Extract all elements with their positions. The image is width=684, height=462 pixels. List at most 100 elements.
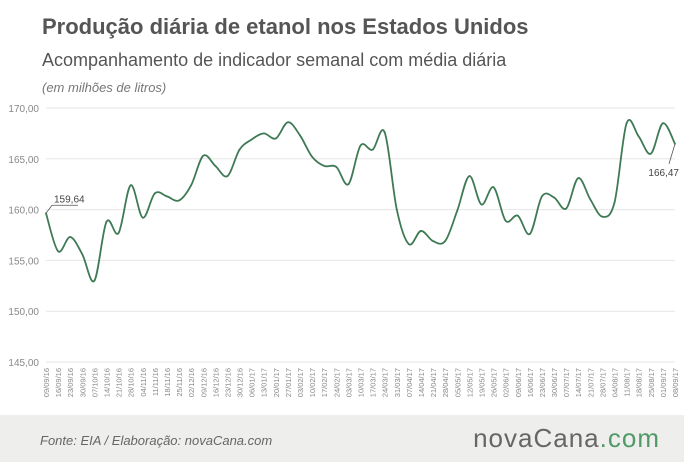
annotation-leader — [45, 205, 53, 214]
logo-suffix: com — [607, 423, 660, 453]
data-point — [274, 137, 277, 140]
x-tick-label: 27/01/17 — [284, 368, 293, 397]
unit-label: (em milhões de litros) — [42, 80, 167, 95]
x-tick-label: 25/11/16 — [175, 368, 184, 397]
data-point — [565, 207, 568, 210]
x-tick-label: 23/06/17 — [538, 368, 547, 397]
data-point — [226, 175, 229, 177]
data-point — [516, 214, 519, 217]
x-tick-label: 21/10/16 — [115, 368, 124, 397]
x-tick-label: 05/05/17 — [453, 368, 462, 397]
data-point — [662, 122, 664, 125]
data-point — [117, 232, 120, 234]
data-point — [214, 165, 217, 167]
x-tick-label: 17/03/17 — [369, 368, 378, 397]
data-point — [250, 138, 253, 141]
x-tick-label: 24/02/17 — [332, 368, 341, 397]
y-tick-label: 165,00 — [8, 155, 39, 166]
x-tick-label: 17/02/17 — [320, 368, 329, 397]
data-point — [299, 134, 301, 137]
data-label-start: 159,64 — [54, 194, 85, 205]
data-point — [153, 192, 156, 195]
x-tick-label: 07/07/17 — [562, 368, 571, 397]
data-point — [577, 177, 580, 180]
x-tick-label: 09/09/16 — [42, 368, 51, 397]
series-line — [45, 119, 676, 283]
data-point — [432, 240, 434, 242]
data-point — [178, 199, 180, 202]
data-label-end: 166,47 — [648, 168, 679, 179]
x-tick-label: 14/04/17 — [417, 368, 426, 397]
y-tick-label: 150,00 — [8, 307, 39, 318]
data-point — [359, 144, 362, 147]
x-tick-label: 04/11/16 — [139, 368, 148, 397]
x-tick-label: 14/07/17 — [574, 368, 583, 397]
data-point — [456, 209, 459, 212]
annotation-leader — [668, 143, 676, 164]
x-tick-label: 25/08/17 — [647, 368, 656, 397]
data-point — [468, 175, 471, 177]
x-tick-label: 11/08/17 — [623, 368, 632, 397]
x-tick-label: 02/12/16 — [187, 368, 196, 397]
data-point — [420, 230, 422, 232]
line-chart: 145,00 150,00 155,00 160,00 165,00 170,00 09/0… — [8, 104, 680, 397]
x-tick-label: 26/05/17 — [490, 368, 499, 397]
data-point — [480, 203, 483, 206]
x-tick-label: 21/07/17 — [586, 368, 595, 397]
x-tick-label: 06/01/17 — [248, 368, 257, 397]
x-tick-label: 16/12/16 — [211, 368, 220, 397]
x-tick-label: 03/03/17 — [344, 368, 353, 397]
x-tick-label: 31/03/17 — [393, 368, 402, 397]
novacana-logo: novaCana.com — [473, 423, 660, 454]
x-tick-label: 16/09/16 — [54, 368, 63, 397]
x-tick-label: 28/07/17 — [598, 368, 607, 397]
x-tick-label: 14/10/16 — [102, 368, 111, 397]
x-tick-label: 13/01/17 — [260, 368, 269, 397]
logo-prefix: nova — [473, 423, 534, 453]
source-note: Fonte: EIA / Elaboração: novaCana.com — [40, 433, 273, 448]
logo-main: Cana — [533, 423, 600, 453]
y-tick-label: 160,00 — [8, 206, 39, 217]
data-point — [625, 122, 628, 125]
data-point — [105, 220, 108, 223]
x-tick-label: 03/02/17 — [296, 368, 305, 397]
data-point — [287, 121, 289, 124]
data-point — [637, 135, 640, 138]
chart-title: Produção diária de etanol nos Estados Un… — [42, 14, 529, 39]
data-point — [407, 243, 410, 246]
data-point — [81, 253, 84, 256]
data-point — [649, 152, 652, 155]
x-tick-label: 02/06/17 — [502, 368, 511, 397]
x-tick-label: 10/02/17 — [308, 368, 317, 397]
x-tick-label: 11/11/16 — [151, 368, 160, 396]
x-tick-label: 07/10/16 — [90, 368, 99, 397]
y-tick-label: 155,00 — [8, 256, 39, 267]
x-tick-label: 16/06/17 — [526, 368, 535, 397]
x-tick-label: 20/01/17 — [272, 368, 281, 397]
data-point — [601, 215, 604, 218]
data-point — [311, 155, 314, 158]
data-point — [323, 165, 326, 167]
data-point — [57, 250, 59, 253]
x-tick-label: 04/08/17 — [611, 368, 620, 397]
footer-bar: Fonte: EIA / Elaboração: novaCana.com no… — [0, 415, 684, 462]
logo-dot: . — [599, 423, 608, 453]
x-tick-label: 10/03/17 — [357, 368, 366, 397]
data-point — [129, 184, 132, 187]
x-tick-label: 30/09/16 — [78, 368, 87, 397]
x-tick-label: 09/12/16 — [199, 368, 208, 397]
x-tick-label: 24/03/17 — [381, 368, 390, 397]
data-point — [335, 166, 338, 168]
data-point — [371, 148, 374, 151]
x-tick-label: 18/08/17 — [635, 368, 644, 397]
x-tick-label: 01/09/17 — [659, 368, 668, 397]
y-tick-label: 145,00 — [8, 358, 39, 369]
data-point — [190, 184, 193, 187]
x-tick-label: 30/06/17 — [550, 368, 559, 397]
x-tick-label: 18/11/16 — [163, 368, 172, 397]
x-tick-label: 19/05/17 — [477, 368, 486, 397]
data-point — [492, 186, 495, 189]
x-tick-label: 30/12/16 — [236, 368, 245, 397]
x-tick-label: 28/10/16 — [127, 368, 136, 397]
data-point — [262, 132, 265, 135]
